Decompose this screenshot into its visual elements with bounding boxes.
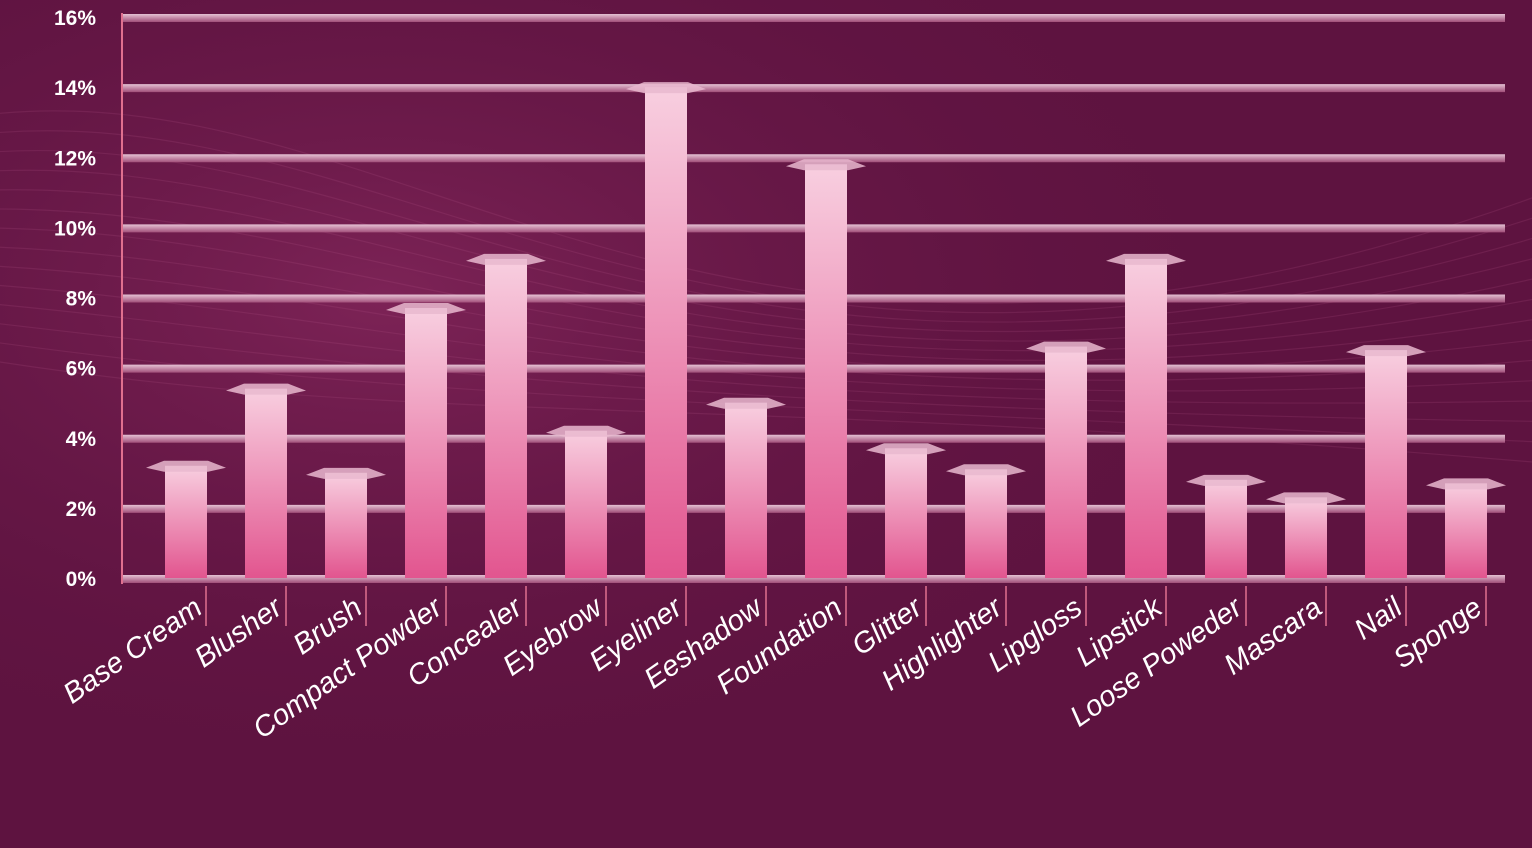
gridline bbox=[122, 84, 1505, 93]
bar bbox=[485, 258, 527, 578]
bar bbox=[405, 308, 447, 578]
bar-cap bbox=[1346, 345, 1426, 357]
y-tick-label: 10% bbox=[54, 217, 96, 240]
bar bbox=[1125, 258, 1167, 578]
gridline bbox=[122, 14, 1505, 22]
bar bbox=[165, 465, 207, 578]
bar-cap bbox=[146, 460, 226, 472]
bar-cap bbox=[866, 443, 946, 455]
bar-cap bbox=[466, 253, 546, 265]
background-wave-line bbox=[0, 169, 1532, 333]
y-tick-label: 2% bbox=[66, 498, 97, 521]
bars bbox=[146, 82, 1506, 578]
y-tick-label: 14% bbox=[54, 77, 96, 100]
bar-cap bbox=[1186, 474, 1266, 486]
bar-cap bbox=[386, 303, 466, 315]
bar-cap bbox=[306, 467, 386, 479]
bar bbox=[1445, 483, 1487, 578]
bar bbox=[725, 402, 767, 578]
background-wave-line bbox=[0, 208, 1532, 352]
bar-cap bbox=[226, 383, 306, 395]
background-wave-line bbox=[0, 342, 1532, 443]
bar bbox=[325, 472, 367, 578]
bar bbox=[965, 469, 1007, 578]
bar bbox=[645, 87, 687, 578]
background-wave-line bbox=[0, 227, 1532, 361]
bar bbox=[1365, 350, 1407, 578]
bar bbox=[805, 164, 847, 578]
bar-cap bbox=[706, 397, 786, 409]
background-wave-line bbox=[0, 265, 1532, 381]
bar-cap bbox=[1106, 253, 1186, 265]
bar-cap bbox=[546, 425, 626, 437]
y-tick-label: 0% bbox=[66, 568, 97, 591]
bar bbox=[885, 448, 927, 578]
bar-cap bbox=[1026, 341, 1106, 353]
y-axis: 0% 2% 4% 6% 8% 10% 12% 14% 16% bbox=[54, 7, 123, 591]
background-wave-line bbox=[0, 110, 1532, 304]
bar-cap bbox=[626, 82, 706, 94]
y-tick-label: 4% bbox=[66, 428, 97, 451]
y-tick-label: 12% bbox=[54, 147, 96, 170]
background-wave-line bbox=[0, 323, 1532, 422]
bar-cap bbox=[786, 159, 866, 171]
bar-cap bbox=[946, 464, 1026, 476]
bar-cap bbox=[1266, 492, 1346, 504]
bar bbox=[565, 430, 607, 578]
gridline bbox=[122, 154, 1505, 163]
bar bbox=[245, 388, 287, 578]
bar bbox=[1205, 479, 1247, 578]
y-tick-label: 16% bbox=[54, 7, 96, 30]
bar bbox=[1285, 497, 1327, 578]
y-tick-label: 6% bbox=[66, 358, 97, 381]
y-tick-label: 8% bbox=[66, 288, 97, 311]
bar bbox=[1045, 346, 1087, 578]
gridline bbox=[122, 575, 1505, 583]
bar-cap bbox=[1426, 478, 1506, 490]
